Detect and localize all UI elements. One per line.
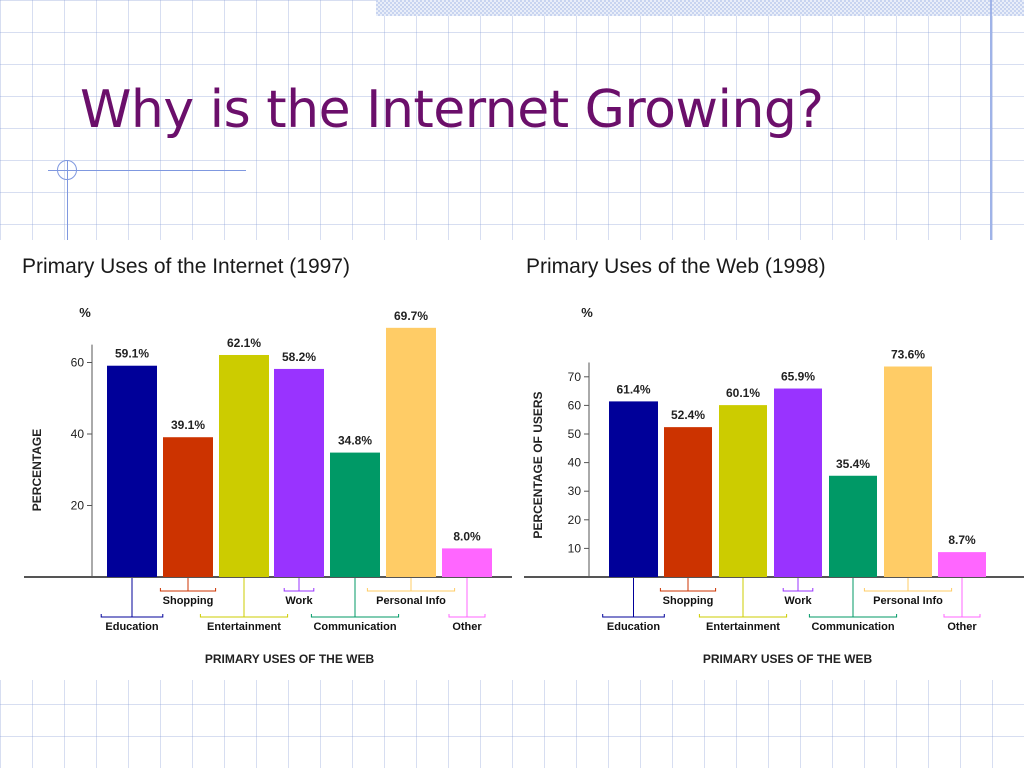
data-label-education: 61.4% <box>616 382 650 396</box>
category-label-work: Work <box>784 595 812 607</box>
data-label-work: 58.2% <box>282 350 316 364</box>
decorative-vertical-line <box>990 0 992 248</box>
bar-work <box>274 368 324 577</box>
data-label-work: 65.9% <box>781 370 815 384</box>
y-tick-label: 40 <box>71 427 85 441</box>
category-bracket-work <box>283 588 315 592</box>
chart-title: Primary Uses of the Web (1998) <box>526 255 826 278</box>
category-label-education: Education <box>105 621 158 633</box>
y-axis-label: PERCENTAGE OF USERS <box>531 391 545 538</box>
bar-education <box>609 401 658 577</box>
y-tick-label: 60 <box>71 356 85 370</box>
bar-other <box>938 552 986 577</box>
data-label-education: 59.1% <box>115 347 149 361</box>
data-label-shopping: 52.4% <box>671 408 705 422</box>
bar-personal-info <box>386 327 436 577</box>
bar-education <box>107 365 157 577</box>
category-bracket-other <box>448 614 486 618</box>
category-label-education: Education <box>607 621 660 633</box>
category-bracket-education <box>100 614 164 618</box>
y-tick-label: 70 <box>568 370 582 384</box>
category-bracket-personal-info <box>366 588 456 592</box>
category-bracket-shopping <box>659 588 717 592</box>
category-bracket-personal-info <box>863 588 953 592</box>
bar-shopping <box>163 437 213 577</box>
ornament-vertical-line <box>67 160 68 250</box>
y-tick-label: 40 <box>568 456 582 470</box>
y-tick-label: 60 <box>568 398 582 412</box>
category-label-other: Other <box>452 621 482 633</box>
y-tick-label: 30 <box>568 484 582 498</box>
category-bracket-communication <box>310 614 400 618</box>
bar-communication <box>829 475 877 577</box>
bar-other <box>442 548 492 577</box>
y-tick-label: 10 <box>568 541 582 555</box>
data-label-entertainment: 60.1% <box>726 386 760 400</box>
category-label-communication: Communication <box>811 621 894 633</box>
bar-entertainment <box>719 405 767 577</box>
category-label-shopping: Shopping <box>163 595 214 607</box>
x-axis-label: PRIMARY USES OF THE WEB <box>703 652 873 666</box>
ornament-horizontal-line <box>48 170 246 171</box>
top-decorative-band <box>376 0 1024 16</box>
category-bracket-entertainment <box>698 614 788 618</box>
x-axis-label: PRIMARY USES OF THE WEB <box>205 652 375 666</box>
category-label-work: Work <box>285 595 313 607</box>
data-label-personal-info: 73.6% <box>891 348 925 362</box>
data-label-communication: 35.4% <box>836 457 870 471</box>
chart-panel-1997: Primary Uses of the Internet (1997)% PERC… <box>0 240 512 680</box>
data-label-personal-info: 69.7% <box>394 309 428 323</box>
category-label-personal-info: Personal Info <box>376 595 446 607</box>
category-bracket-shopping <box>159 588 217 592</box>
data-label-entertainment: 62.1% <box>227 336 261 350</box>
category-bracket-education <box>602 614 665 618</box>
category-label-entertainment: Entertainment <box>207 621 281 633</box>
bar-work <box>774 388 822 577</box>
category-bracket-entertainment <box>199 614 289 618</box>
ornament-circle <box>57 160 77 180</box>
y-tick-label: 20 <box>71 499 85 513</box>
bar-personal-info <box>884 366 932 577</box>
chart-panel-1998: Primary Uses of the Web (1998)% PERCENTAG… <box>512 240 1024 680</box>
bar-communication <box>330 452 380 577</box>
category-label-communication: Communication <box>313 621 396 633</box>
slide-title: Why is the Internet Growing? <box>80 80 824 140</box>
bar-shopping <box>664 427 712 577</box>
chart-1997: Primary Uses of the Internet (1997)% PERC… <box>22 255 512 666</box>
data-label-other: 8.7% <box>948 533 976 547</box>
y-tick-label: 20 <box>568 513 582 527</box>
y-unit-label: % <box>79 305 91 320</box>
category-bracket-other <box>943 614 981 618</box>
category-label-personal-info: Personal Info <box>873 595 943 607</box>
category-bracket-communication <box>808 614 898 618</box>
category-label-entertainment: Entertainment <box>706 621 780 633</box>
chart-title: Primary Uses of the Internet (1997) <box>22 255 350 278</box>
bar-entertainment <box>219 354 269 577</box>
data-label-other: 8.0% <box>453 529 481 543</box>
category-label-other: Other <box>947 621 977 633</box>
data-label-shopping: 39.1% <box>171 418 205 432</box>
chart-1998: Primary Uses of the Web (1998)% PERCENTAG… <box>524 255 1024 666</box>
y-tick-label: 50 <box>568 427 582 441</box>
category-bracket-work <box>782 588 814 592</box>
y-unit-label: % <box>581 305 593 320</box>
data-label-communication: 34.8% <box>338 434 372 448</box>
category-label-shopping: Shopping <box>663 595 714 607</box>
y-axis-label: PERCENTAGE <box>30 429 44 511</box>
